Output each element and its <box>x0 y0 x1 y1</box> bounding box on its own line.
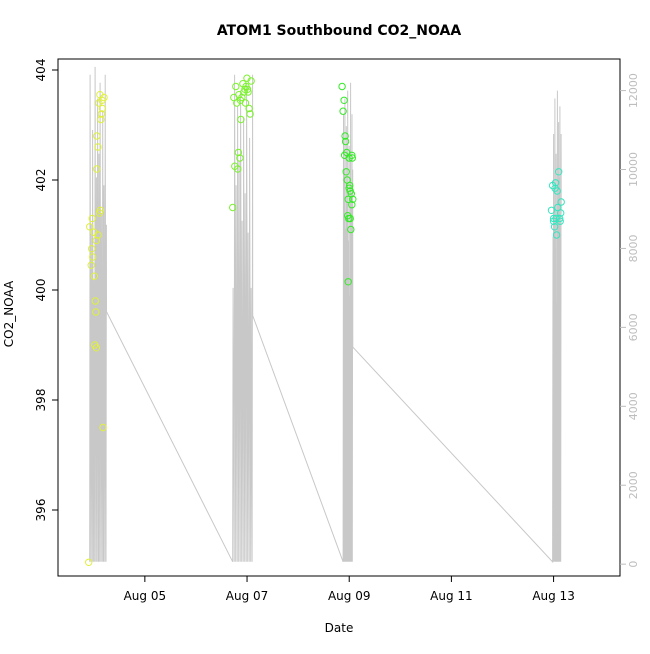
data-point <box>556 217 564 225</box>
data-point <box>342 168 350 176</box>
x-tick-label: Aug 09 <box>328 589 371 603</box>
series-2 <box>229 74 255 212</box>
y-tick-label: 396 <box>34 499 48 522</box>
data-point <box>341 137 350 146</box>
data-point <box>341 132 349 140</box>
y-tick-label: 402 <box>34 169 48 192</box>
data-point <box>557 198 565 206</box>
data-point <box>98 104 107 113</box>
data-point <box>229 203 237 212</box>
data-point <box>557 209 565 217</box>
y2-tick-label: 10000 <box>627 152 640 187</box>
y-axis-label: CO2_NOAA <box>2 280 16 347</box>
data-point <box>93 132 101 140</box>
data-point <box>94 231 102 239</box>
data-point <box>339 107 347 115</box>
data-points <box>85 74 565 566</box>
y2-tick-label: 2000 <box>627 471 640 499</box>
y2-tick-label: 12000 <box>627 73 640 108</box>
data-point <box>344 195 352 204</box>
data-point <box>243 85 252 94</box>
chart-title: ATOM1 Southbound CO2_NOAA <box>217 23 462 39</box>
y-tick-label: 398 <box>34 389 48 412</box>
data-point <box>234 165 242 173</box>
data-point <box>237 115 245 124</box>
data-point <box>340 96 348 105</box>
data-point <box>85 558 93 566</box>
data-point <box>91 297 100 305</box>
data-point <box>232 82 240 91</box>
y2-tick-label: 0 <box>627 561 640 568</box>
data-point <box>345 184 353 192</box>
axes: Aug 05 Aug 07 Aug 09 Aug 11 Aug 13 396 398 400 4… <box>34 59 640 603</box>
data-point <box>348 154 356 162</box>
x-tick-label: Aug 13 <box>532 589 575 603</box>
data-point <box>234 148 243 157</box>
data-point <box>244 88 252 96</box>
y-tick-label: 404 <box>34 59 48 82</box>
data-point <box>87 261 95 269</box>
data-point <box>95 209 104 217</box>
altitude-line <box>89 66 562 564</box>
data-point <box>340 151 349 160</box>
y2-tick-label: 6000 <box>627 313 640 341</box>
plot-frame <box>57 58 621 577</box>
series-4 <box>547 168 565 239</box>
data-point <box>552 231 561 239</box>
data-point <box>547 206 556 215</box>
x-tick-label: Aug 11 <box>430 589 473 603</box>
data-point <box>92 236 101 245</box>
x-tick-label: Aug 05 <box>124 589 167 603</box>
series-1 <box>85 91 108 566</box>
data-point <box>97 115 105 124</box>
altitude-trace <box>89 66 562 564</box>
data-point <box>549 214 558 223</box>
data-point <box>94 143 102 151</box>
data-point <box>88 214 96 223</box>
data-point <box>344 278 352 286</box>
data-point <box>236 154 244 162</box>
data-point <box>550 223 559 231</box>
data-point <box>554 203 562 212</box>
series-3 <box>338 82 357 286</box>
data-point <box>347 225 355 234</box>
data-point <box>349 195 357 204</box>
x-axis-label: Date <box>325 621 354 635</box>
data-point <box>100 93 108 102</box>
data-point <box>246 110 254 118</box>
data-point <box>99 423 107 432</box>
data-point <box>90 272 99 280</box>
data-point <box>86 223 94 231</box>
data-point <box>555 168 563 176</box>
data-point <box>245 104 253 113</box>
data-point <box>93 165 101 173</box>
data-point <box>92 308 100 316</box>
data-point <box>97 110 106 118</box>
data-point <box>88 245 96 253</box>
y-tick-label: 400 <box>34 279 48 302</box>
data-point <box>553 187 561 195</box>
data-point <box>346 181 354 190</box>
data-point <box>247 77 255 85</box>
data-point <box>346 214 354 223</box>
data-point <box>551 179 560 187</box>
data-point <box>338 82 346 91</box>
y2-tick-label: 8000 <box>627 234 640 262</box>
data-point <box>348 151 356 160</box>
data-point <box>89 253 97 261</box>
data-point <box>348 201 356 209</box>
data-point <box>236 96 245 105</box>
x-tick-label: Aug 07 <box>226 589 269 603</box>
data-point <box>92 344 101 352</box>
y2-tick-label: 4000 <box>627 392 640 420</box>
